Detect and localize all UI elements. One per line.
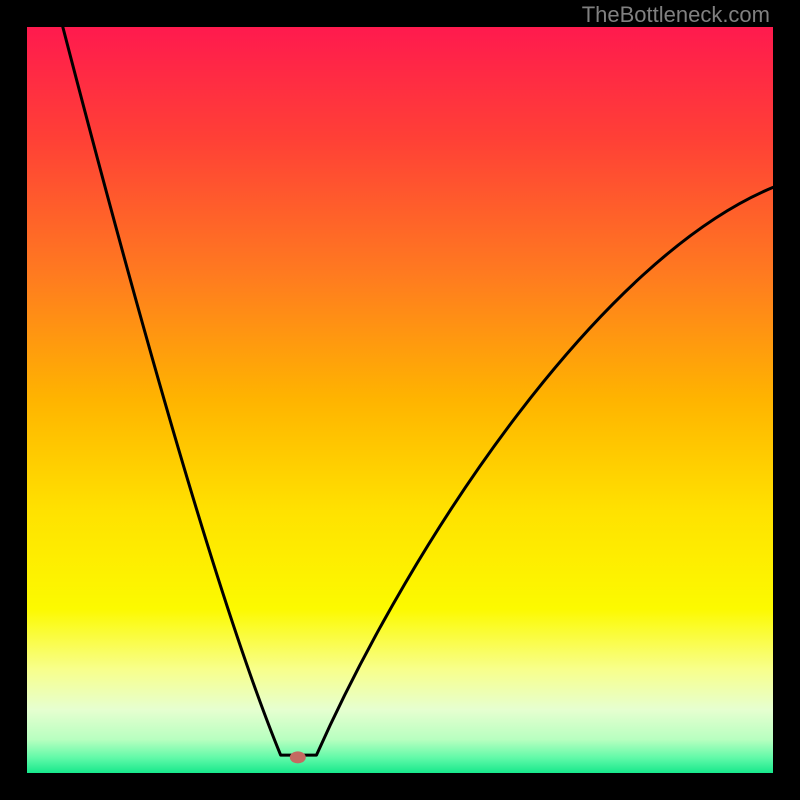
bottleneck-chart bbox=[0, 0, 800, 800]
plot-background bbox=[27, 27, 773, 773]
watermark-text: TheBottleneck.com bbox=[582, 2, 770, 28]
apex-marker bbox=[290, 751, 306, 763]
